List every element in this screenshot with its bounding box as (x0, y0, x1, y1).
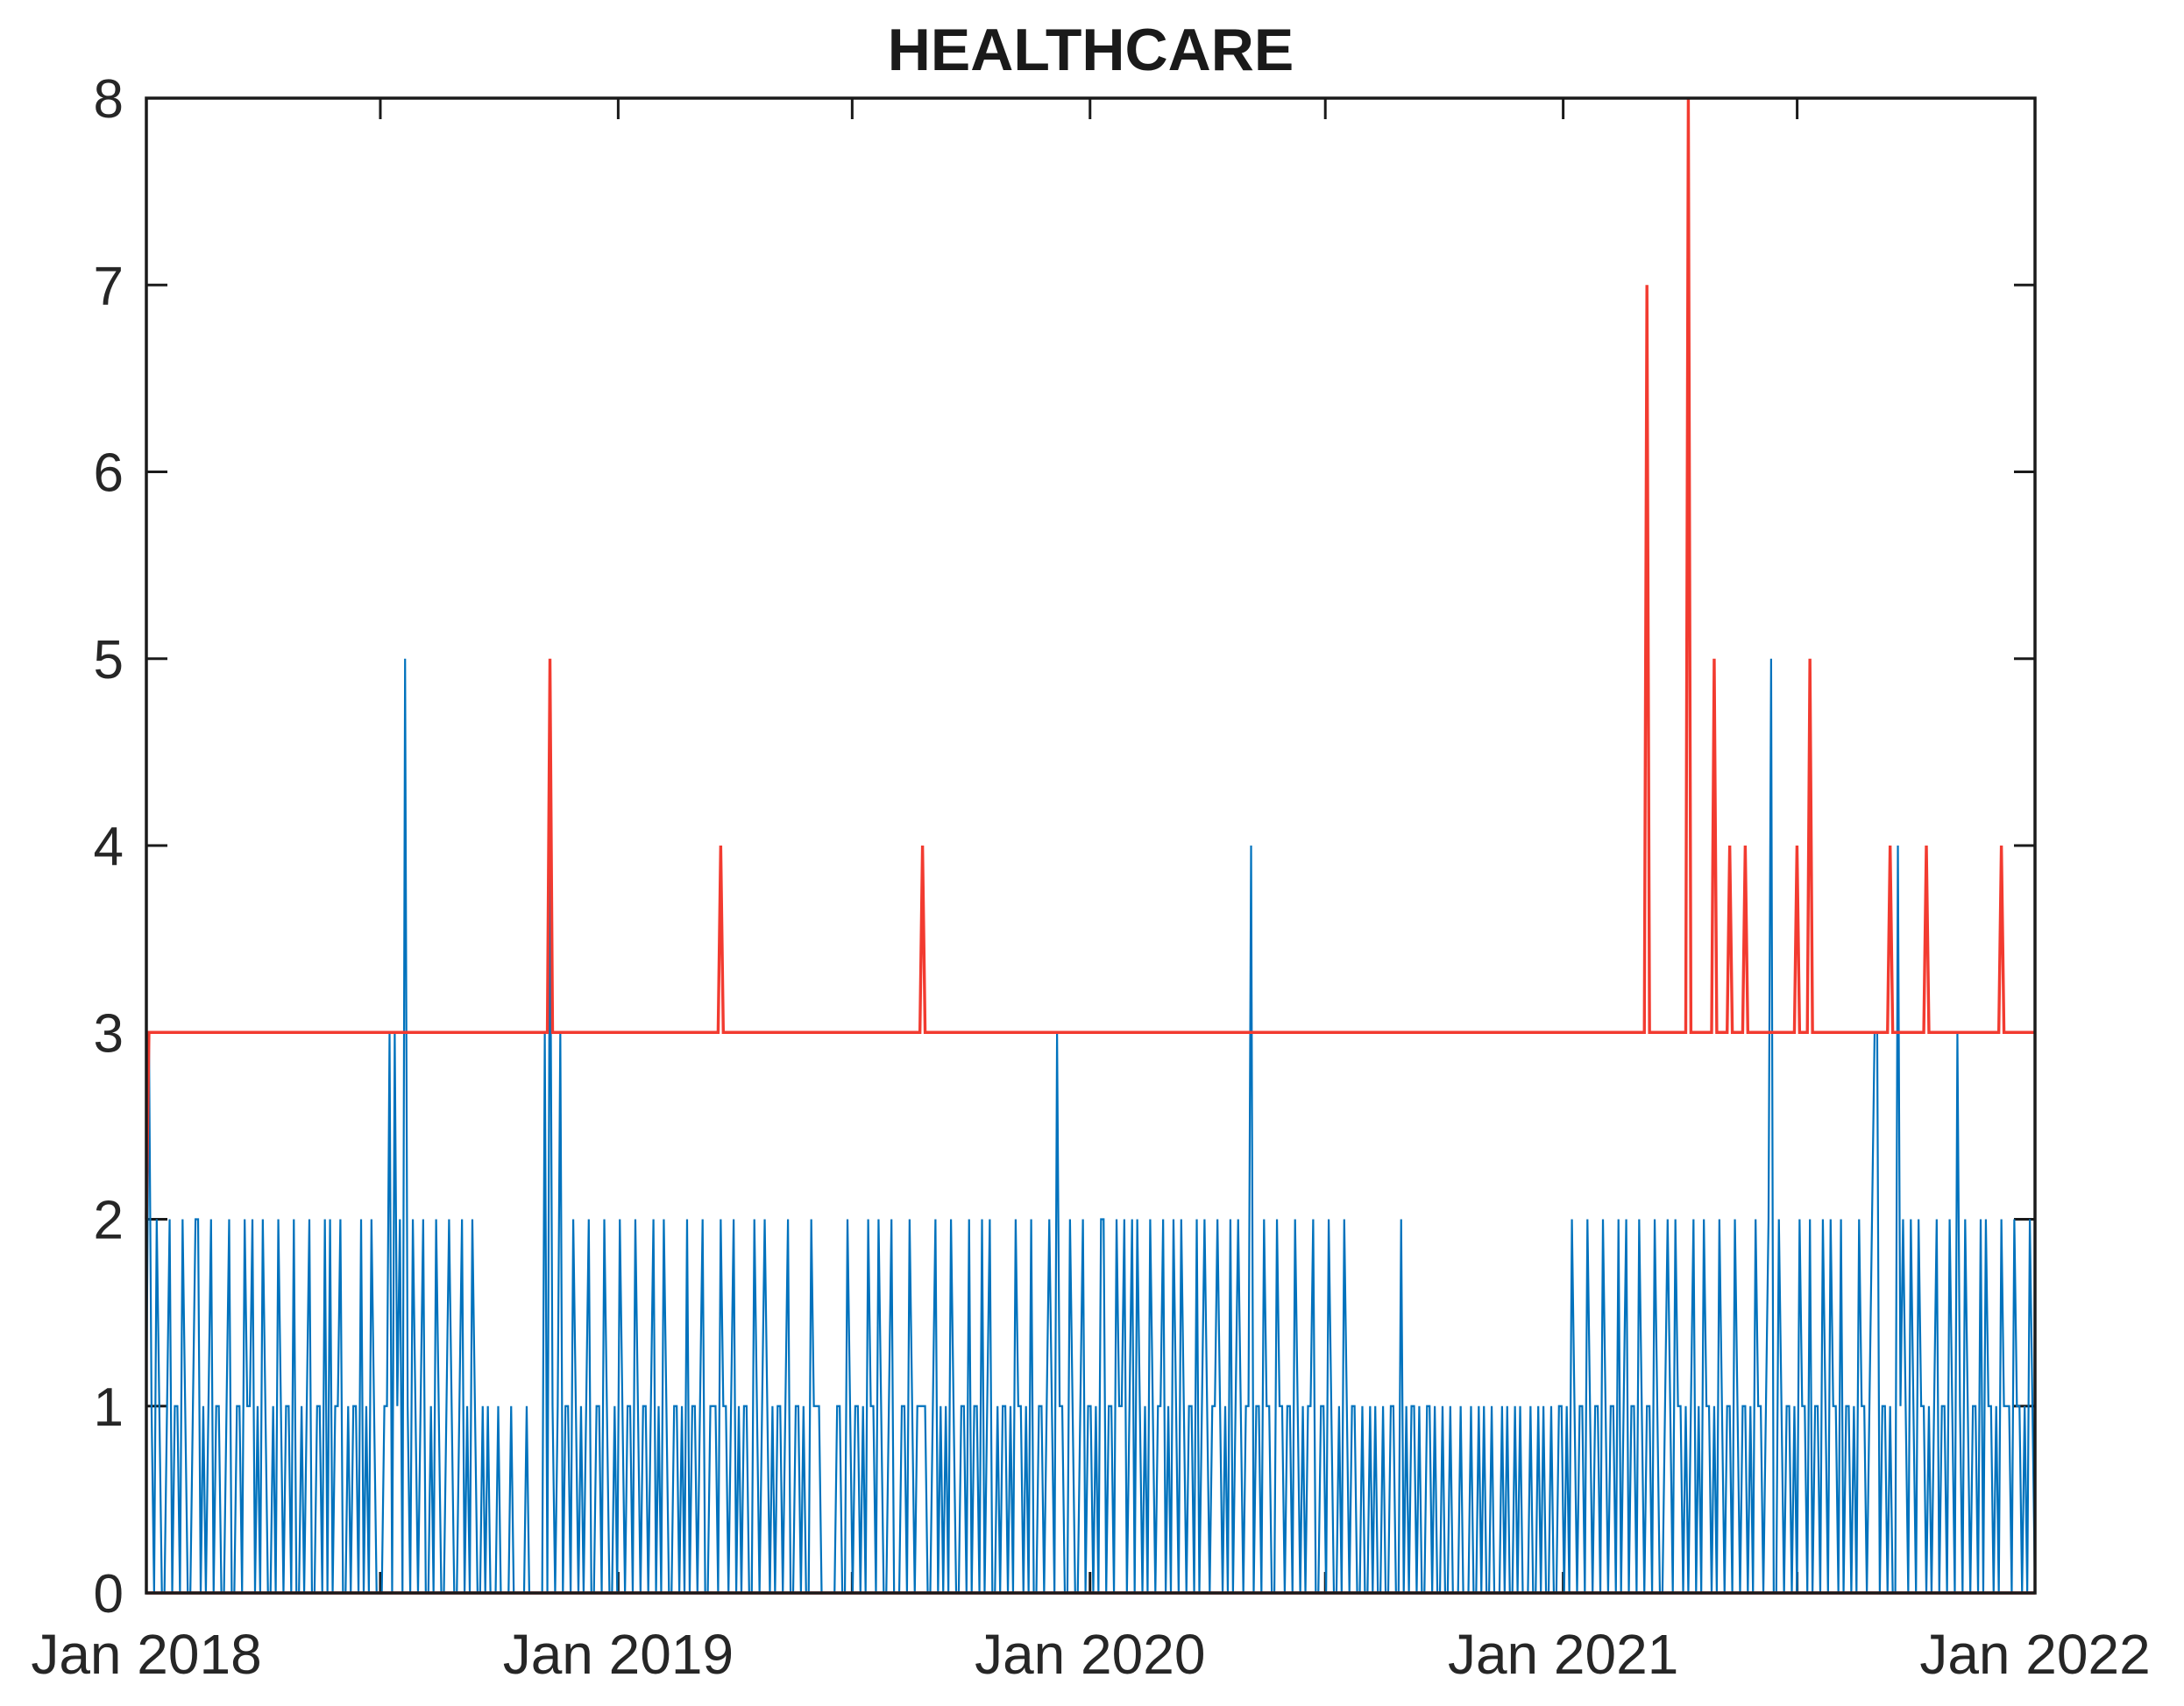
y-tick-label: 6 (94, 443, 124, 504)
x-tick-label: Jan 2021 (1448, 1623, 1678, 1686)
frame-layer (145, 96, 2037, 1595)
axes-layer (145, 96, 2037, 1595)
x-tick-label: Jan 2019 (503, 1623, 734, 1686)
y-tick-label: 2 (94, 1191, 124, 1251)
observed-series-line (145, 658, 2037, 1595)
chart-title: HEALTHCARE (888, 17, 1294, 83)
series-layer (145, 97, 2037, 1595)
y-tick-label: 5 (94, 630, 124, 690)
y-tick-label: 0 (94, 1564, 124, 1625)
x-tick-label: Jan 2018 (31, 1623, 261, 1686)
x-tick-label: Jan 2020 (975, 1623, 1205, 1686)
label-layer: HEALTHCARE 0 1 2 3 4 5 6 7 8 Jan 2018 Jan 2019 Jan … (31, 17, 2150, 1686)
plot-border (145, 96, 2037, 1595)
y-tick-label: 4 (94, 817, 124, 877)
y-tick-label: 1 (94, 1377, 124, 1438)
y-tick-label: 3 (94, 1003, 124, 1064)
x-tick-label: Jan 2022 (1919, 1623, 2150, 1686)
risk-series-line (145, 97, 2035, 1220)
y-tick-label: 7 (94, 256, 124, 316)
y-tick-label: 8 (94, 69, 124, 130)
